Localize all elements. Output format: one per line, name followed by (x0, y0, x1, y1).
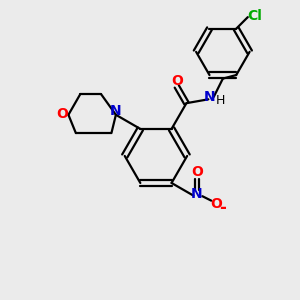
Text: N: N (110, 104, 121, 118)
Text: O: O (191, 165, 203, 179)
Text: -: - (219, 200, 226, 217)
Text: N: N (191, 187, 203, 201)
Text: O: O (56, 107, 68, 121)
Text: N: N (204, 90, 216, 104)
Text: O: O (210, 196, 222, 211)
Text: H: H (216, 94, 226, 107)
Text: Cl: Cl (247, 9, 262, 22)
Text: O: O (171, 74, 183, 88)
